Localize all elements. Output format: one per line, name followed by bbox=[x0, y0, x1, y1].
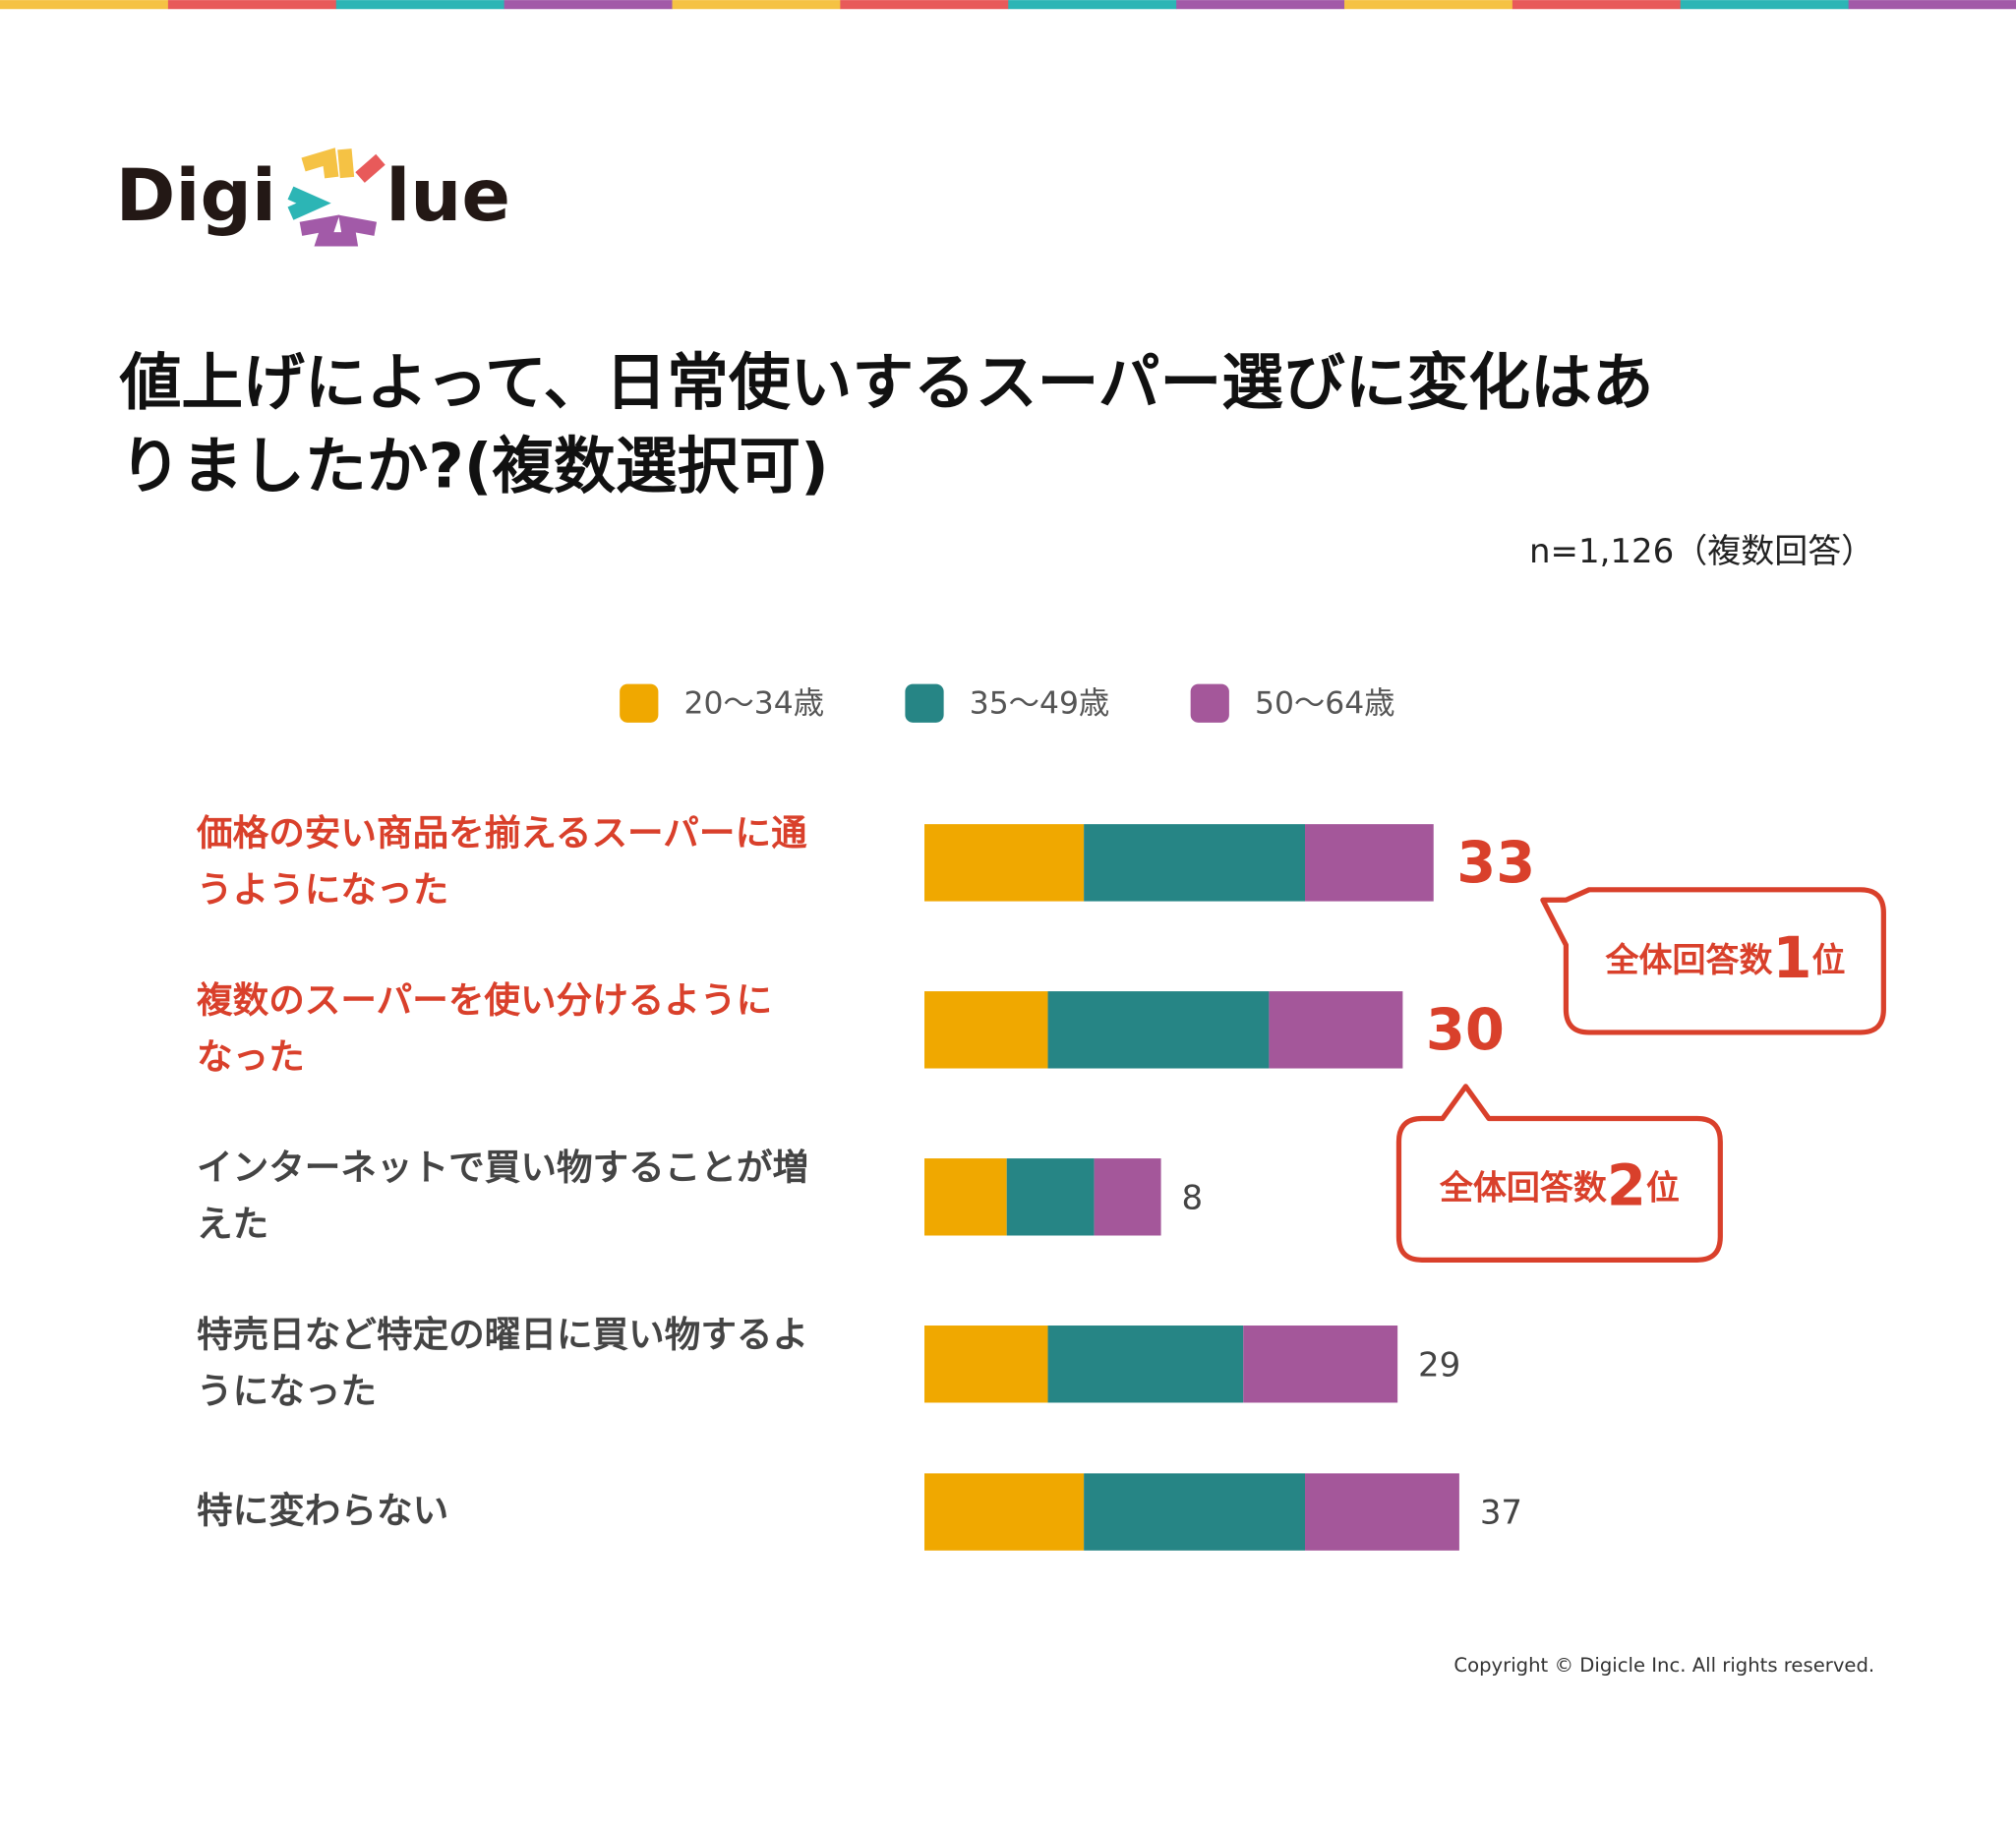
top-stripe bbox=[0, 0, 2016, 10]
callout-box bbox=[1395, 1084, 1723, 1263]
bar-segment bbox=[924, 1158, 1007, 1236]
callout-suffix: 位 bbox=[1646, 1168, 1680, 1208]
category-label: 特に変わらない bbox=[197, 1489, 448, 1531]
bar-segment bbox=[924, 1326, 1048, 1403]
total-label: 8 bbox=[1181, 1178, 1203, 1217]
total-label: 29 bbox=[1418, 1345, 1460, 1385]
legend-label: 50〜64歳 bbox=[1255, 686, 1395, 722]
stripe-block bbox=[672, 0, 841, 10]
bar-segment bbox=[1084, 824, 1306, 902]
copyright: Copyright © Digicle Inc. All rights rese… bbox=[1453, 1654, 1874, 1677]
subtitle: n=1,126（複数回答） bbox=[1529, 532, 1874, 571]
callout-text: 全体回答数1位 bbox=[1605, 925, 1846, 991]
bar-segment bbox=[924, 991, 1048, 1069]
bar-segment bbox=[1305, 824, 1434, 902]
callout-prefix: 全体回答数 bbox=[1439, 1168, 1607, 1208]
bar-segment bbox=[1269, 991, 1403, 1069]
stripe-block bbox=[1680, 0, 1850, 10]
legend-swatch bbox=[905, 683, 944, 723]
stripe-block bbox=[1512, 0, 1682, 10]
callout-rank: 2 bbox=[1607, 1152, 1646, 1218]
category-label: 特売日など特定の曜日に買い物するようになった bbox=[197, 1313, 808, 1412]
stripe-block bbox=[840, 0, 1009, 10]
category-label: 価格の安い商品を揃えるスーパーに通うようになった bbox=[196, 811, 807, 911]
stripe-block bbox=[167, 0, 337, 10]
title: 値上げによって、日常使いするスーパー選びに変化はあ bbox=[119, 347, 1654, 419]
callout-box bbox=[1540, 887, 1886, 1035]
stripe-block bbox=[1848, 0, 2016, 10]
stripe-block bbox=[1344, 0, 1513, 10]
logo-icon bbox=[287, 147, 385, 247]
logo: Digi lue bbox=[116, 147, 510, 247]
bar-segment bbox=[1094, 1158, 1161, 1236]
callout-rank: 1 bbox=[1772, 925, 1811, 991]
stripe-block bbox=[335, 0, 505, 10]
bar-segment bbox=[1006, 1158, 1095, 1236]
bar-segment bbox=[1243, 1326, 1398, 1403]
legend-label: 35〜49歳 bbox=[970, 686, 1110, 722]
bar-segment bbox=[924, 1473, 1085, 1551]
category-label: 複数のスーパーを使い分けるようになった bbox=[197, 978, 772, 1078]
callout-prefix: 全体回答数 bbox=[1605, 941, 1773, 980]
category-label: インターネットで買い物することが増えた bbox=[197, 1146, 808, 1245]
bar-segment bbox=[1084, 1473, 1306, 1551]
stripe-block bbox=[1008, 0, 1177, 10]
legend-swatch bbox=[1190, 683, 1229, 723]
stripe-block bbox=[1176, 0, 1345, 10]
total-label: 30 bbox=[1426, 997, 1505, 1063]
legend-swatch bbox=[620, 683, 659, 723]
title: りましたか?(複数選択可) bbox=[120, 431, 829, 502]
total-label: 37 bbox=[1480, 1494, 1522, 1533]
logo-text: lue bbox=[385, 154, 510, 238]
total-label: 33 bbox=[1456, 830, 1535, 896]
stripe-block bbox=[504, 0, 673, 10]
bar-segment bbox=[924, 824, 1085, 902]
bar-segment bbox=[1305, 1473, 1459, 1551]
logo-text: Digi bbox=[116, 154, 276, 238]
bar-segment bbox=[1047, 991, 1270, 1069]
legend-label: 20〜34歳 bbox=[684, 686, 825, 722]
callout-text: 全体回答数2位 bbox=[1439, 1152, 1680, 1218]
bar-segment bbox=[1047, 1326, 1244, 1403]
stripe-block bbox=[0, 0, 169, 10]
callout-suffix: 位 bbox=[1812, 941, 1846, 980]
